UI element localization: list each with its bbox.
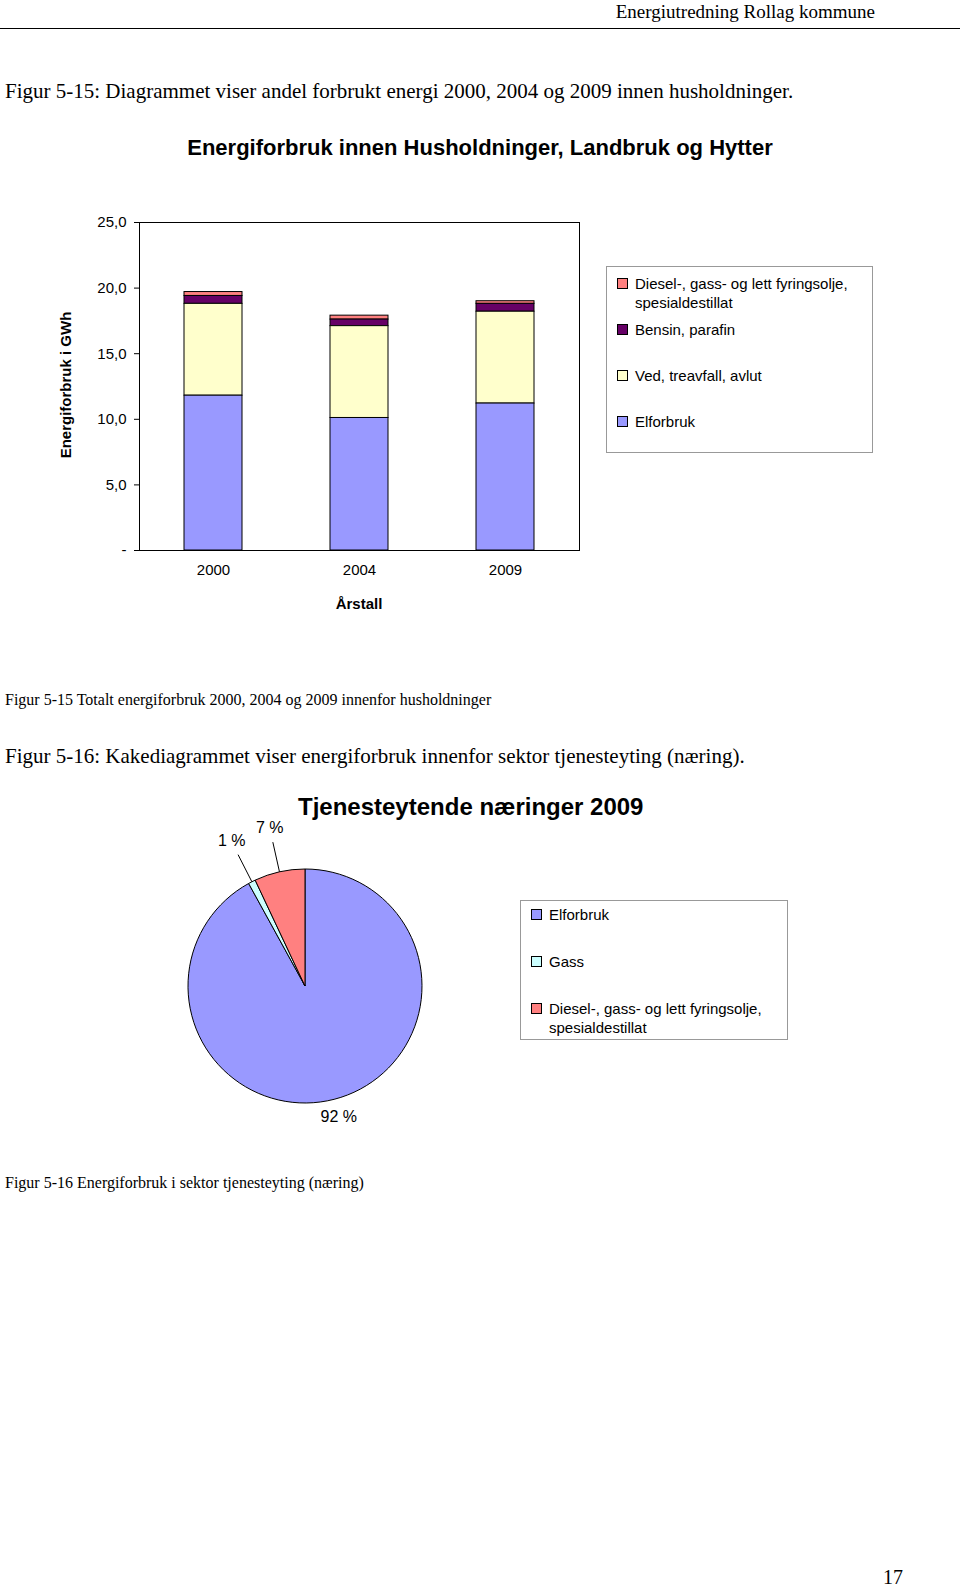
html-text:Bensin, parafin: Bensin, parafin <box>635 321 736 338</box>
svg-text:92 %: 92 % <box>321 1108 357 1125</box>
html-text:Diesel-, gass- og lett fyrings: Diesel-, gass- og lett fyringsolje, spes… <box>635 275 848 311</box>
html-text:Elforbruk: Elforbruk <box>635 413 695 430</box>
svg-text:10,0: 10,0 <box>97 410 126 427</box>
svg-text:2000: 2000 <box>197 561 230 578</box>
html-text:Energiforbruk innen Husholdnin: Energiforbruk innen Husholdninger, Landb… <box>187 135 773 160</box>
svg-text:5,0: 5,0 <box>106 476 127 493</box>
html-text:Figur 5-15 Totalt energiforbru: Figur 5-15 Totalt energiforbruk 2000, 20… <box>5 691 492 708</box>
html-text:Figur 5-16 Energiforbruk i sek: Figur 5-16 Energiforbruk i sektor tjenes… <box>5 1174 364 1191</box>
svg-text:2009: 2009 <box>489 561 522 578</box>
html-text:Energiutredning Rollag kommune: Energiutredning Rollag kommune <box>615 1 875 22</box>
html-text:Figur 5-15: Diagrammet viser a: Figur 5-15: Diagrammet viser andel forbr… <box>5 79 794 103</box>
html-text:Årstall: Årstall <box>335 595 383 612</box>
svg-text:20,0: 20,0 <box>97 279 126 296</box>
html-text:Tjenesteytende næringer 2009: Tjenesteytende næringer 2009 <box>298 793 644 820</box>
html-text:Ved, treavfall, avlut: Ved, treavfall, avlut <box>635 367 762 384</box>
svg-text:25,0: 25,0 <box>97 213 126 230</box>
html-text:Gass: Gass <box>549 953 584 970</box>
svg-text:15,0: 15,0 <box>97 345 126 362</box>
html-text:Elforbruk: Elforbruk <box>549 906 609 923</box>
svg-text:-: - <box>122 541 127 558</box>
svg-text:2004: 2004 <box>343 561 376 578</box>
html-text:17: 17 <box>883 1566 903 1588</box>
svg-text:7 %: 7 % <box>256 819 284 836</box>
html-text:Diesel-, gass- og lett fyrings: Diesel-, gass- og lett fyringsolje, spes… <box>549 1000 762 1036</box>
svg-text:1 %: 1 % <box>218 832 246 849</box>
html-text:Figur 5-16: Kakediagrammet vis: Figur 5-16: Kakediagrammet viser energif… <box>5 744 745 768</box>
html-text:Energiforbruk i GWh: Energiforbruk i GWh <box>57 311 74 459</box>
